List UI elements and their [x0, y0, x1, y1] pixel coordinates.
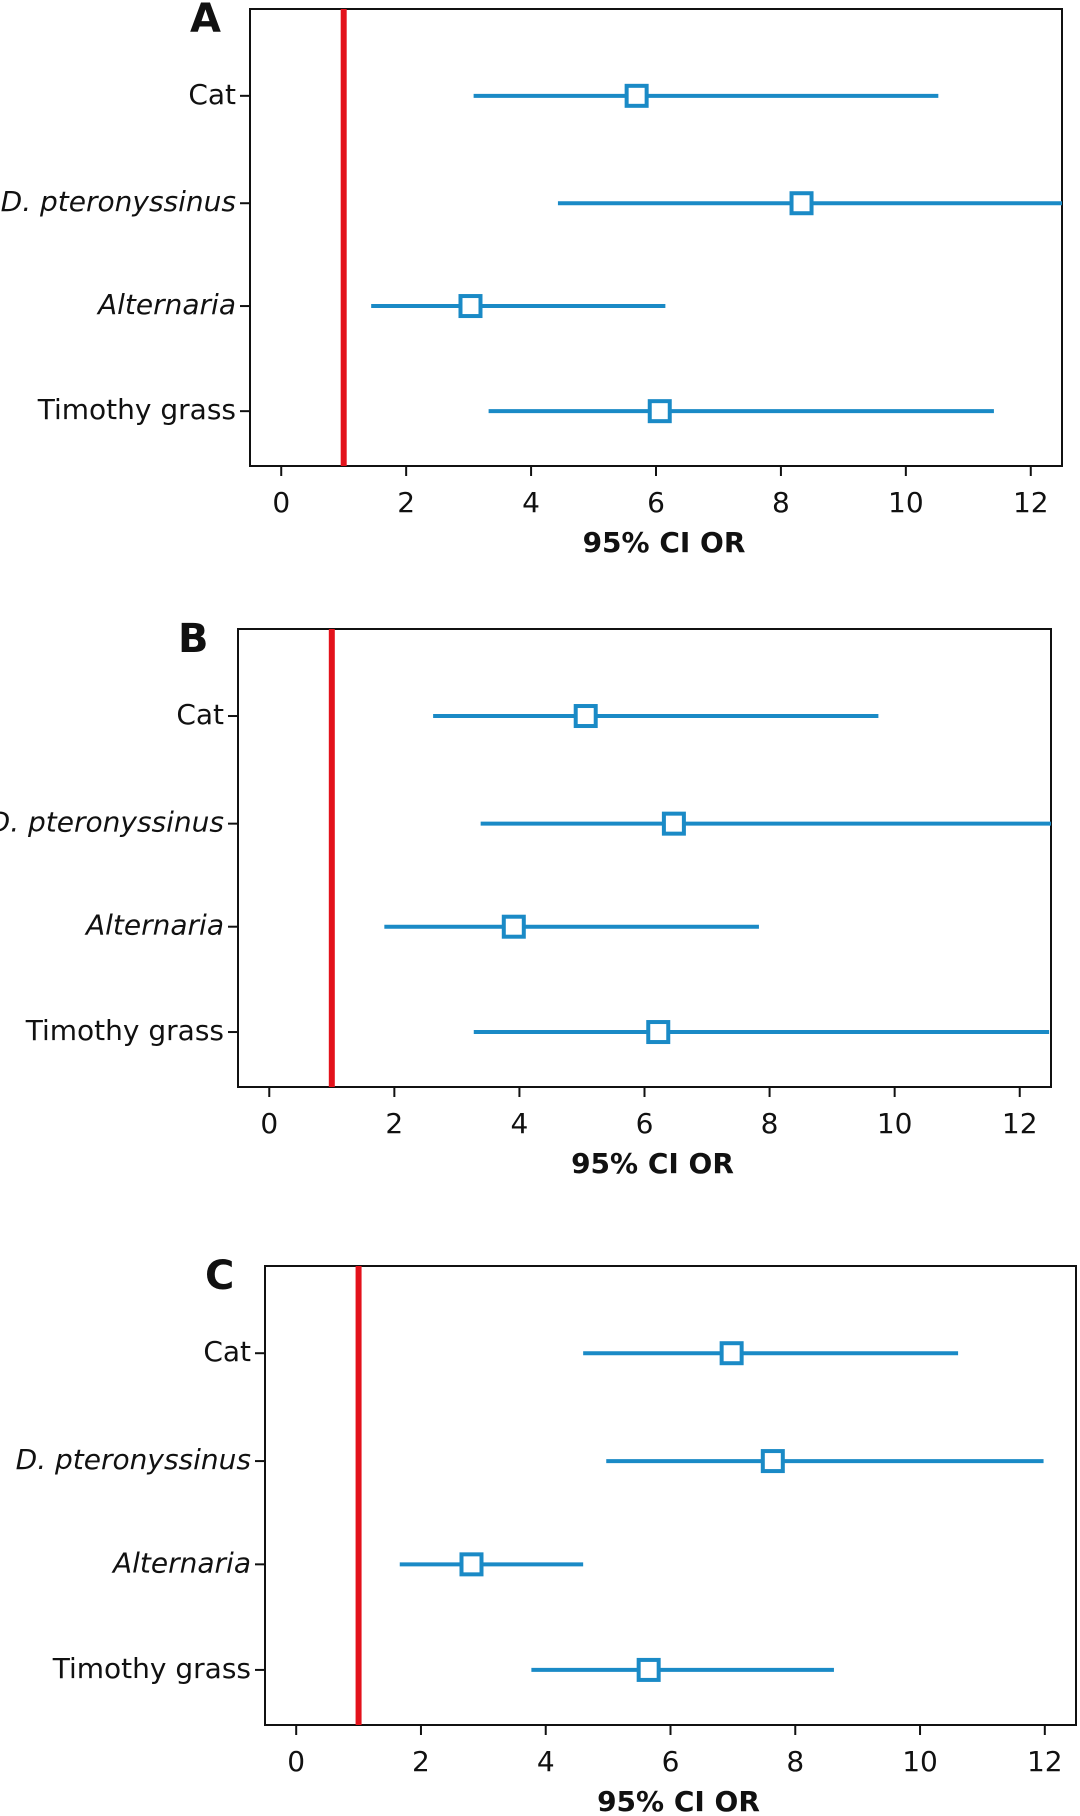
x-axis-label: 95% CI OR [597, 1785, 760, 1816]
point-estimate [760, 1449, 785, 1474]
y-tick-label: Timothy grass [25, 1014, 224, 1047]
y-tick-label: Cat [188, 78, 236, 111]
point-estimate [636, 1657, 661, 1682]
x-axis-label: 95% CI OR [571, 1147, 734, 1180]
point-estimate [789, 191, 814, 216]
plot-frame [237, 628, 1052, 1088]
y-tick-label: Cat [203, 1335, 251, 1368]
plot-frame [249, 8, 1063, 467]
y-tick-label: D. pteronyssinus [0, 806, 224, 839]
x-tick-label: 0 [272, 486, 290, 519]
x-tick-label: 12 [1002, 1107, 1038, 1140]
x-tick-label: 6 [662, 1745, 680, 1778]
x-tick-label: 2 [412, 1745, 430, 1778]
point-estimate [573, 704, 598, 729]
x-tick-label: 8 [786, 1745, 804, 1778]
x-tick-label: 4 [522, 486, 540, 519]
x-tick-label: 10 [902, 1745, 938, 1778]
x-tick-label: 0 [287, 1745, 305, 1778]
x-tick-label: 4 [537, 1745, 555, 1778]
x-tick-label: 4 [511, 1107, 529, 1140]
y-tick-label: Cat [176, 698, 224, 731]
y-tick-label: Timothy grass [37, 393, 236, 426]
point-estimate [501, 914, 526, 939]
point-estimate [647, 399, 672, 424]
x-tick-label: 10 [888, 486, 924, 519]
x-tick-label: 10 [877, 1107, 913, 1140]
x-tick-label: 8 [772, 486, 790, 519]
x-tick-label: 12 [1027, 1745, 1063, 1778]
point-estimate [719, 1341, 744, 1366]
x-tick-label: 8 [761, 1107, 779, 1140]
x-tick-label: 6 [647, 486, 665, 519]
x-tick-label: 2 [397, 486, 415, 519]
panel-title: C [205, 1253, 234, 1299]
x-axis-label: 95% CI OR [583, 526, 746, 559]
x-tick-label: 12 [1013, 486, 1049, 519]
point-estimate [646, 1020, 671, 1045]
x-tick-label: 6 [636, 1107, 654, 1140]
y-tick-label: Alternaria [111, 1546, 251, 1579]
y-tick-label: D. pteronyssinus [16, 1443, 251, 1476]
point-estimate [459, 1552, 484, 1577]
point-estimate [624, 83, 649, 108]
plot-frame [264, 1265, 1077, 1726]
y-tick-label: D. pteronyssinus [1, 185, 236, 218]
y-tick-label: Timothy grass [52, 1652, 251, 1685]
point-estimate [661, 811, 686, 836]
x-tick-label: 0 [260, 1107, 278, 1140]
x-tick-label: 2 [385, 1107, 403, 1140]
y-tick-label: Alternaria [96, 288, 236, 321]
panel-title: A [190, 0, 221, 42]
y-tick-label: Alternaria [84, 909, 224, 942]
panel-title: B [178, 616, 209, 662]
point-estimate [458, 294, 483, 319]
